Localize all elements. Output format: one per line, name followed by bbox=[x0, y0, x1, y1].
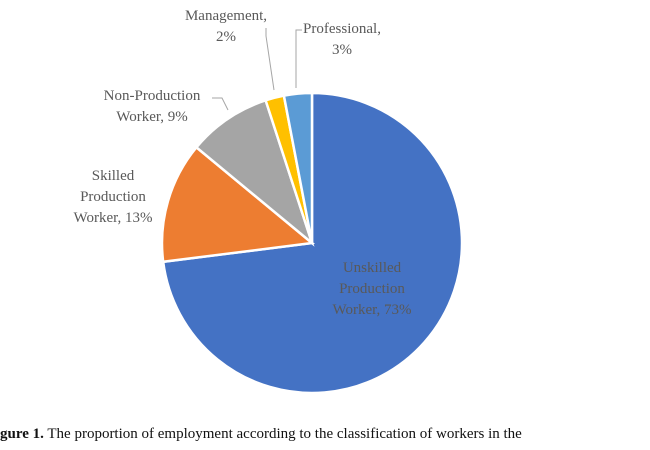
leader-lines bbox=[212, 28, 302, 111]
labels: Unskilled Production Worker, 73% Skilled Pro… bbox=[74, 8, 412, 318]
data-label: Unskilled Production Worker, 73% bbox=[333, 260, 412, 318]
leader-line bbox=[295, 29, 302, 88]
pie bbox=[160, 91, 464, 395]
leader-line bbox=[212, 97, 229, 111]
pie-slice bbox=[194, 98, 315, 247]
data-label: Skilled Production Worker, 13% bbox=[74, 168, 153, 226]
data-label: Non-Production Worker, 9% bbox=[104, 88, 201, 125]
caption-text: The proportion of employment according t… bbox=[47, 426, 522, 442]
data-label: Management, 2% bbox=[185, 8, 267, 45]
leader-line bbox=[265, 28, 275, 91]
pie-slice bbox=[160, 145, 316, 264]
caption-label: gure 1. bbox=[0, 426, 44, 442]
pie-slice bbox=[282, 91, 314, 244]
caption: gure 1. The proportion of employment acc… bbox=[0, 426, 522, 442]
data-label: Professional, 3% bbox=[303, 21, 381, 58]
